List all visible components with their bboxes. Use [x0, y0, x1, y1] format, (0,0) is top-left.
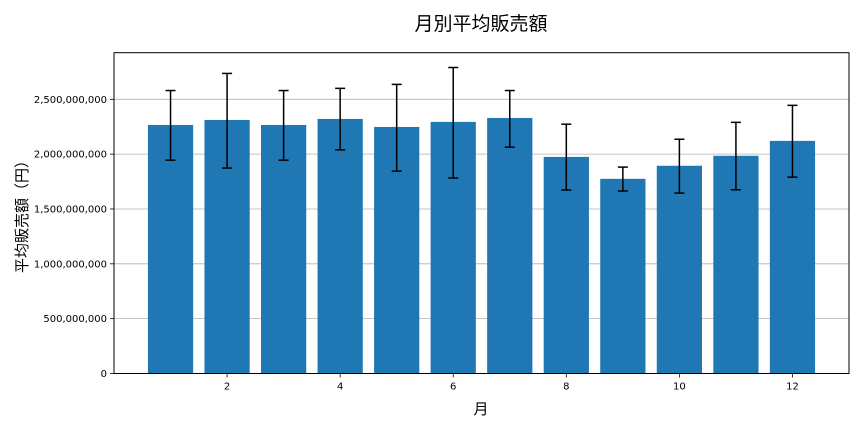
x-tick-label: 4 — [337, 382, 343, 393]
bar — [487, 117, 533, 374]
y-tick-label: 2,000,000,000 — [34, 150, 107, 161]
bar — [317, 118, 363, 374]
y-tick-label: 1,500,000,000 — [34, 204, 107, 215]
chart-title: 月別平均販売額 — [414, 13, 547, 35]
bar — [147, 124, 194, 374]
x-tick-label: 10 — [673, 382, 686, 393]
x-tick-label: 6 — [450, 382, 456, 393]
bar — [600, 178, 646, 374]
y-tick-label: 2,500,000,000 — [34, 95, 107, 106]
bars — [147, 117, 816, 374]
bar — [261, 124, 307, 374]
y-tick-label: 500,000,000 — [43, 314, 107, 325]
y-axis-label: 平均販売額（円） — [13, 153, 31, 273]
x-axis-ticks: 2 4 6 8 10 12 — [224, 373, 799, 393]
bar — [769, 140, 816, 374]
y-tick-label: 1,000,000,000 — [34, 259, 107, 270]
x-tick-label: 8 — [563, 382, 569, 393]
y-tick-label: 0 — [101, 369, 107, 380]
plot-frame — [113, 52, 850, 374]
x-tick-label: 12 — [786, 382, 799, 393]
bar — [543, 156, 589, 374]
x-tick-label: 2 — [224, 382, 230, 393]
bar — [713, 155, 759, 374]
bar — [656, 165, 702, 374]
error-bars — [165, 66, 798, 194]
y-axis-ticks: 0 500,000,000 1,000,000,000 1,500,000,000 2,… — [34, 95, 114, 380]
x-axis-label: 月 — [473, 400, 488, 418]
